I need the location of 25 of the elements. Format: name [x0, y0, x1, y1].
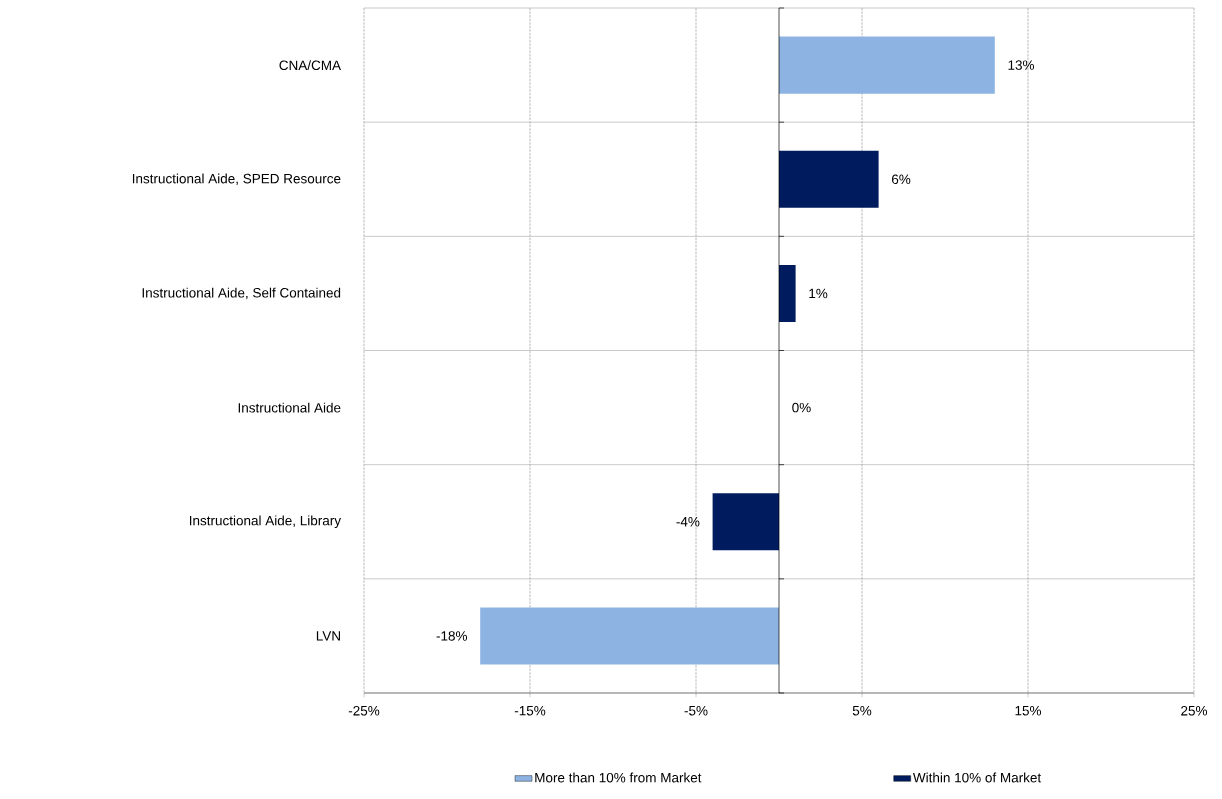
y-tick-label: Instructional Aide, SPED Resource	[132, 173, 341, 186]
bar	[779, 150, 879, 208]
x-tick-label: -15%	[514, 705, 546, 716]
data-label: -4%	[676, 517, 700, 527]
bar	[779, 264, 796, 322]
y-tick-label: Instructional Aide, Library	[189, 515, 341, 529]
legend-label: Within 10% of Market	[912, 772, 1042, 783]
bar	[779, 36, 995, 94]
legend-label: More than 10% from Market	[535, 772, 702, 783]
data-label: 1%	[809, 288, 828, 299]
data-label: -18%	[436, 631, 468, 641]
x-tick-label: 5%	[852, 705, 872, 716]
y-tick-label: Instructional Aide	[238, 402, 341, 413]
data-label: 13%	[1008, 60, 1035, 70]
bar	[480, 607, 779, 665]
data-label: 0%	[792, 402, 811, 413]
y-tick-label: Instructional Aide, Self Contained	[142, 287, 341, 300]
y-tick-label: CNA/CMA	[279, 60, 342, 71]
x-tick-label: 25%	[1181, 705, 1208, 716]
x-tick-label: 15%	[1015, 705, 1042, 716]
data-label: 6%	[891, 174, 911, 185]
bar	[712, 493, 779, 551]
x-tick-label: -5%	[684, 705, 708, 716]
x-tick-label: -25%	[348, 705, 380, 716]
y-tick-label: LVN	[316, 631, 340, 641]
